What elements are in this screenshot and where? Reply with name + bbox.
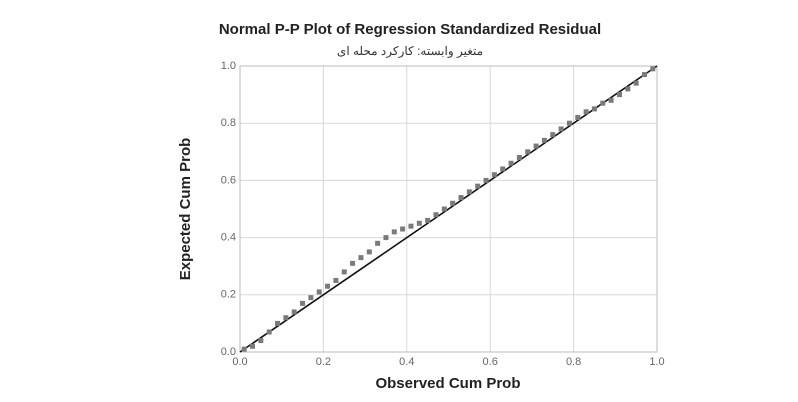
point <box>267 329 272 334</box>
point <box>250 344 255 349</box>
point <box>642 72 647 77</box>
y-tick-label: 1.0 <box>221 60 236 72</box>
point <box>275 321 280 326</box>
point <box>475 184 480 189</box>
point <box>600 101 605 106</box>
point <box>325 284 330 289</box>
point <box>592 106 597 111</box>
point <box>367 249 372 254</box>
point <box>500 166 505 171</box>
point <box>258 338 263 343</box>
x-tick-label: 0.2 <box>316 356 331 368</box>
point <box>625 86 630 91</box>
point <box>333 278 338 283</box>
point <box>542 138 547 143</box>
point <box>575 115 580 120</box>
point <box>450 201 455 206</box>
x-tick-label: 0.6 <box>483 356 498 368</box>
point <box>292 309 297 314</box>
point <box>375 241 380 246</box>
point <box>350 261 355 266</box>
point <box>300 301 305 306</box>
point <box>425 218 430 223</box>
point <box>534 144 539 149</box>
y-axis-label: Expected Cum Prob <box>177 138 194 281</box>
point <box>283 315 288 320</box>
y-tick-label: 0.6 <box>221 174 236 186</box>
chart: Normal P-P Plot of Regression Standardiz… <box>0 0 798 402</box>
point <box>442 207 447 212</box>
point <box>584 109 589 114</box>
point <box>634 81 639 86</box>
point <box>650 66 655 71</box>
point <box>383 235 388 240</box>
point <box>567 121 572 126</box>
chart-subtitle: متغير وابسته: كاركرد محله اى <box>337 44 483 58</box>
background <box>0 0 798 402</box>
point <box>242 347 247 352</box>
x-tick-label: 0.8 <box>566 356 581 368</box>
point <box>517 155 522 160</box>
point <box>408 224 413 229</box>
point <box>617 92 622 97</box>
point <box>609 98 614 103</box>
point <box>509 161 514 166</box>
point <box>400 227 405 232</box>
point <box>358 255 363 260</box>
point <box>559 126 564 131</box>
y-tick-label: 0.2 <box>221 289 236 301</box>
point <box>433 212 438 217</box>
point <box>525 149 530 154</box>
point <box>317 289 322 294</box>
y-tick-label: 0.8 <box>221 117 236 129</box>
x-tick-label: 0.4 <box>399 356 414 368</box>
point <box>492 172 497 177</box>
point <box>308 295 313 300</box>
point <box>484 178 489 183</box>
chart-title: Normal P-P Plot of Regression Standardiz… <box>219 21 601 38</box>
x-tick-label: 0.0 <box>232 356 247 368</box>
point <box>467 189 472 194</box>
y-tick-label: 0.4 <box>221 232 236 244</box>
x-axis-label: Observed Cum Prob <box>375 375 520 392</box>
point <box>342 269 347 274</box>
point <box>392 229 397 234</box>
x-tick-label: 1.0 <box>649 356 664 368</box>
point <box>550 132 555 137</box>
point <box>417 221 422 226</box>
point <box>459 195 464 200</box>
